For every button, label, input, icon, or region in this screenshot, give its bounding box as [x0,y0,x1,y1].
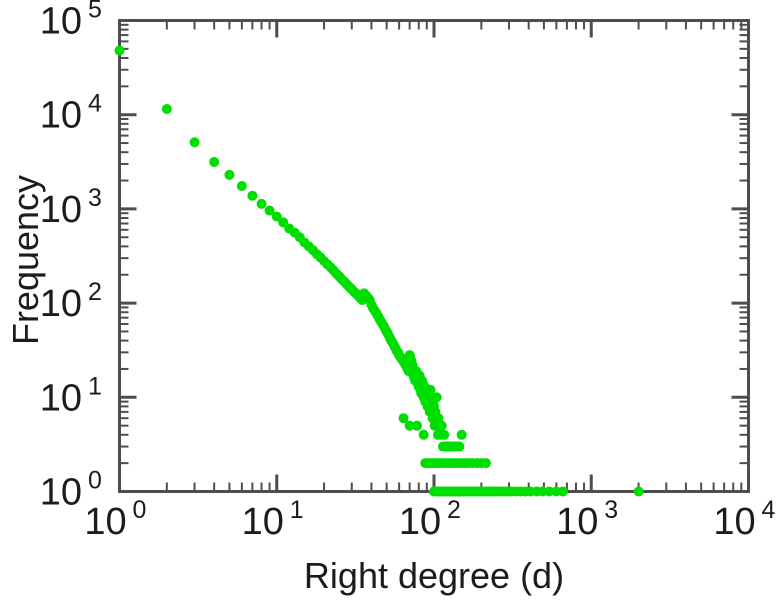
y-tick-label: 10 1 [40,372,102,419]
svg-text:10: 10 [40,189,82,231]
x-tick-label: 10 2 [399,496,461,543]
data-point [114,45,125,56]
x-tick-labels: 10 0 10 1 10 2 10 3 10 4 [84,496,775,543]
svg-text:2: 2 [88,278,102,306]
svg-text:5: 5 [88,0,102,24]
data-point [224,169,235,180]
svg-text:1: 1 [290,496,304,524]
x-tick-label: 10 0 [84,496,146,543]
data-point [439,429,450,440]
data-points [114,45,644,497]
data-point [404,420,415,431]
data-point [209,156,220,167]
svg-text:10: 10 [242,501,284,543]
data-point [420,458,431,469]
y-tick-label: 10 2 [40,278,102,325]
data-point [425,384,436,395]
data-point [264,205,275,216]
data-point [418,429,429,440]
data-point [456,429,467,440]
data-point [633,486,644,497]
y-tick-label: 10 3 [40,184,102,231]
y-axis-title: Frequency [5,175,46,345]
x-tick-label: 10 3 [556,496,618,543]
y-axis-title-text: Frequency [5,175,46,345]
x-tick-label: 10 4 [713,496,775,543]
svg-text:4: 4 [762,496,776,524]
x-tick-label: 10 1 [242,496,304,543]
svg-text:10: 10 [40,472,82,514]
svg-text:2: 2 [447,496,461,524]
svg-text:0: 0 [88,467,102,495]
data-point [161,103,172,114]
svg-text:3: 3 [604,496,618,524]
y-tick-label: 10 5 [40,0,102,43]
y-tick-label: 10 4 [40,90,102,137]
svg-text:3: 3 [88,184,102,212]
data-point [236,181,247,192]
data-point [436,420,447,431]
data-point [256,198,267,209]
data-point [436,458,447,469]
data-point [557,486,568,497]
x-axis-title-text: Right degree (d) [304,555,564,596]
data-point [189,137,200,148]
svg-text:10: 10 [399,501,441,543]
data-point [247,190,258,201]
data-point [398,413,409,424]
data-point [454,441,465,452]
data-point [544,486,555,497]
svg-text:10: 10 [556,501,598,543]
svg-text:10: 10 [40,377,82,419]
svg-text:10: 10 [40,95,82,137]
svg-text:4: 4 [88,90,102,118]
data-point [431,392,442,403]
data-point [412,420,423,431]
data-point [271,211,282,222]
svg-text:10: 10 [40,283,82,325]
svg-text:1: 1 [88,372,102,400]
svg-text:0: 0 [133,496,147,524]
svg-text:10: 10 [40,1,82,43]
svg-text:10: 10 [713,501,755,543]
data-point [480,458,491,469]
svg-text:10: 10 [84,501,126,543]
y-tick-label: 10 0 [40,467,102,514]
